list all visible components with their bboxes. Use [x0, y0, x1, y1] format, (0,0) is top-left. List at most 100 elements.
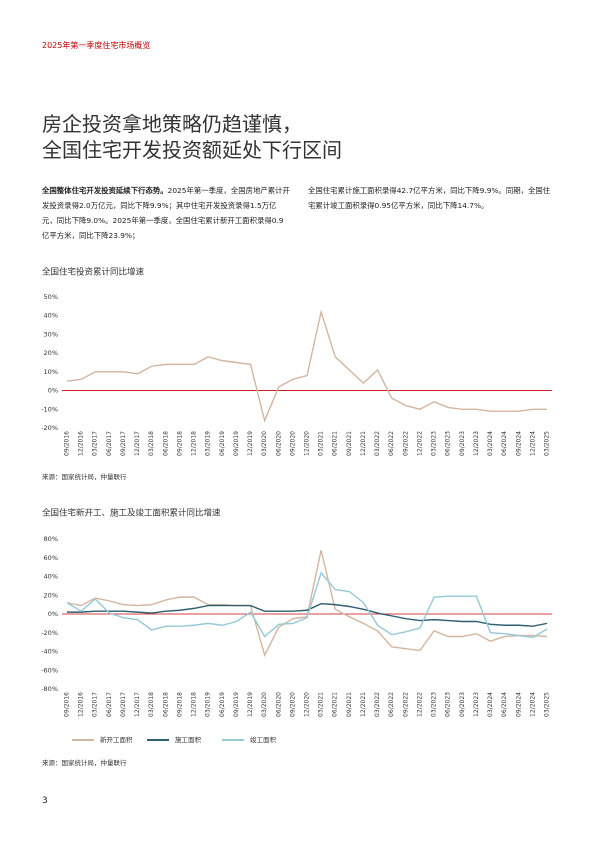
x-tick-label: 09/2023 — [459, 692, 466, 717]
y-tick-label: 60% — [44, 554, 58, 562]
x-tick-label: 03/2024 — [487, 431, 494, 456]
x-tick-label: 12/2022 — [416, 692, 423, 717]
y-tick-label: 40% — [44, 312, 58, 320]
x-tick-label: 09/2021 — [346, 431, 353, 456]
y-tick-label: -40% — [41, 648, 58, 656]
series-line — [66, 550, 548, 658]
y-tick-label: 40% — [44, 573, 58, 581]
x-tick-label: 03/2018 — [148, 692, 155, 717]
y-tick-label: 80% — [44, 535, 58, 543]
text-column: 全国整体住宅开发投资延续下行态势。2025年第一季度，全国房地产累计开发投资录得… — [42, 183, 290, 243]
x-tick-label: 09/2021 — [346, 692, 353, 717]
x-tick-label: 09/2019 — [233, 692, 240, 717]
series-line — [66, 309, 547, 423]
y-tick-label: -60% — [41, 666, 58, 674]
y-tick-label: 20% — [44, 591, 58, 599]
x-tick-label: 03/2018 — [148, 431, 155, 456]
title: 房企投资拿地策略仍趋谨慎， — [42, 112, 302, 136]
x-tick-label: 06/2020 — [275, 431, 282, 456]
legend-label: 新开工面积 — [100, 735, 133, 744]
y-tick-label: -80% — [41, 685, 58, 693]
x-tick-label: 12/2023 — [473, 692, 480, 717]
x-tick-label: 06/2022 — [388, 692, 395, 717]
x-tick-label: 12/2023 — [473, 431, 480, 456]
x-tick-label: 09/2017 — [120, 431, 127, 456]
x-tick-label: 12/2018 — [191, 431, 198, 456]
series-line — [66, 571, 548, 639]
x-tick-label: 09/2022 — [402, 692, 409, 717]
y-tick-label: 20% — [44, 349, 58, 357]
x-tick-label: 03/2019 — [205, 431, 212, 456]
x-tick-label: 03/2025 — [544, 692, 551, 717]
x-tick-label: 12/2018 — [191, 692, 198, 717]
x-tick-label: 12/2017 — [134, 431, 141, 456]
x-tick-label: 03/2017 — [92, 431, 99, 456]
x-tick-label: 06/2018 — [162, 692, 169, 717]
x-tick-label: 12/2021 — [360, 692, 367, 717]
x-tick-label: 06/2024 — [501, 431, 508, 456]
x-tick-label: 06/2023 — [445, 692, 452, 717]
x-tick-label: 06/2019 — [219, 692, 226, 717]
y-tick-label: 0% — [48, 387, 58, 395]
x-tick-label: 09/2022 — [402, 431, 409, 456]
title: 全国住宅开发投资额延处下行区间 — [42, 138, 342, 162]
header-tag: 2025年第一季度住宅市场概览 — [42, 41, 151, 50]
chart-title: 全国住宅投资累计同比增速 — [42, 267, 145, 278]
x-tick-label: 06/2022 — [388, 431, 395, 456]
x-tick-label: 09/2024 — [515, 431, 522, 456]
x-tick-label: 09/2024 — [515, 692, 522, 717]
x-tick-label: 12/2020 — [304, 431, 311, 456]
x-tick-label: 06/2019 — [219, 431, 226, 456]
x-tick-label: 06/2021 — [332, 692, 339, 717]
source-note: 来源：国家统计局，仲量联行 — [42, 472, 127, 481]
page-number: 3 — [42, 796, 48, 806]
x-tick-label: 09/2023 — [459, 431, 466, 456]
x-tick-label: 09/2016 — [64, 692, 71, 717]
source-note: 来源：国家统计局，仲量联行 — [42, 758, 127, 767]
x-tick-label: 03/2023 — [431, 692, 438, 717]
y-tick-label: -20% — [41, 629, 58, 637]
y-tick-label: 30% — [44, 330, 58, 338]
x-tick-label: 12/2022 — [416, 431, 423, 456]
x-tick-label: 12/2016 — [78, 692, 85, 717]
lead: 全国整体住宅开发投资延续下行态势。 — [42, 186, 168, 195]
x-tick-label: 09/2018 — [176, 692, 183, 717]
x-tick-label: 12/2024 — [529, 692, 536, 717]
x-tick-label: 12/2016 — [78, 431, 85, 456]
x-tick-label: 12/2017 — [134, 692, 141, 717]
x-tick-label: 06/2021 — [332, 431, 339, 456]
x-tick-label: 03/2021 — [318, 692, 325, 717]
x-tick-label: 03/2025 — [544, 431, 551, 456]
x-tick-label: 09/2019 — [233, 431, 240, 456]
x-tick-label: 09/2016 — [64, 431, 71, 456]
x-tick-label: 12/2024 — [529, 431, 536, 456]
series-line — [67, 602, 548, 627]
x-tick-label: 03/2020 — [261, 692, 268, 717]
x-tick-label: 06/2023 — [445, 431, 452, 456]
x-tick-label: 03/2022 — [374, 431, 381, 456]
x-tick-label: 03/2017 — [92, 692, 99, 717]
x-tick-label: 03/2021 — [318, 431, 325, 456]
legend-label: 施工面积 — [175, 735, 202, 744]
paragraph: 全国住宅累计施工面积录得42.7亿平方米，同比下降9.9%。同期，全国住宅累计竣… — [308, 186, 551, 210]
x-tick-label: 06/2024 — [501, 692, 508, 717]
x-tick-label: 09/2020 — [289, 431, 296, 456]
x-tick-label: 09/2020 — [289, 692, 296, 717]
x-tick-label: 12/2021 — [360, 431, 367, 456]
x-tick-label: 12/2019 — [247, 692, 254, 717]
y-tick-label: 10% — [44, 368, 58, 376]
y-tick-label: -10% — [41, 405, 58, 413]
x-tick-label: 06/2018 — [162, 431, 169, 456]
x-tick-label: 12/2020 — [304, 692, 311, 717]
y-tick-label: 0% — [48, 610, 58, 618]
x-tick-label: 03/2024 — [487, 692, 494, 717]
legend-label: 竣工面积 — [250, 735, 277, 744]
x-tick-label: 12/2019 — [247, 431, 254, 456]
x-tick-label: 03/2023 — [431, 431, 438, 456]
y-tick-label: 50% — [44, 293, 58, 301]
x-tick-label: 09/2017 — [120, 692, 127, 717]
x-tick-label: 09/2018 — [176, 431, 183, 456]
x-tick-label: 03/2020 — [261, 431, 268, 456]
